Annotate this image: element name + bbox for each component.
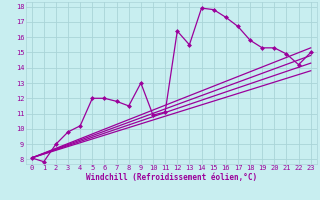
X-axis label: Windchill (Refroidissement éolien,°C): Windchill (Refroidissement éolien,°C): [86, 173, 257, 182]
